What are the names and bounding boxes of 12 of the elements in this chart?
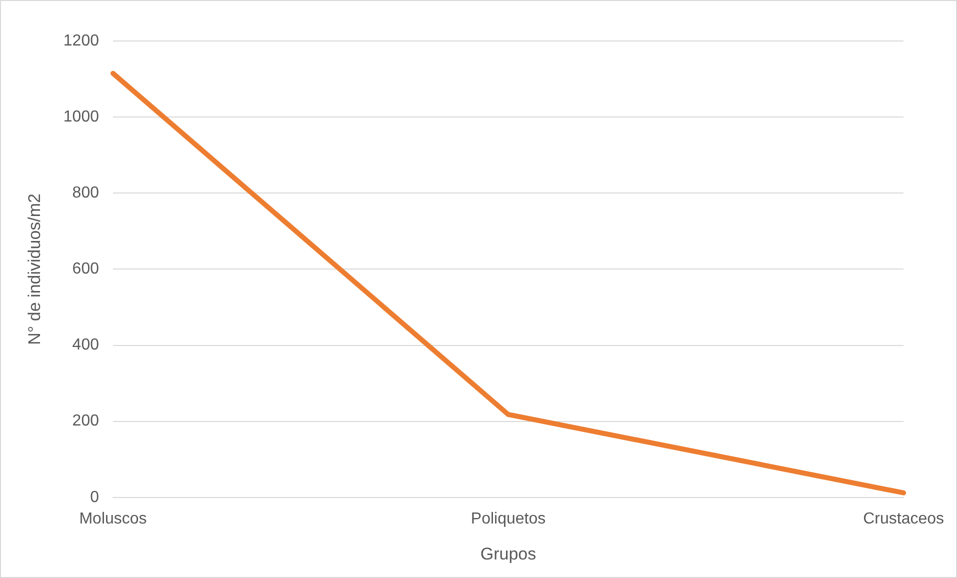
x-tick-label: Poliquetos [470,510,546,528]
y-axis-title: N° de individuos/m2 [24,194,44,345]
x-tick-label: Moluscos [79,510,147,528]
y-tick-label: 800 [72,184,100,202]
y-tick-label: 0 [90,488,100,506]
x-tick-label: Crustaceos [863,510,944,528]
y-tick-label: 1200 [63,32,100,50]
y-tick-label: 600 [72,260,100,278]
y-tick-label: 1000 [63,108,100,126]
y-tick-label: 200 [72,412,100,430]
x-axis-title: Grupos [480,544,536,564]
y-tick-label: 400 [72,336,100,354]
